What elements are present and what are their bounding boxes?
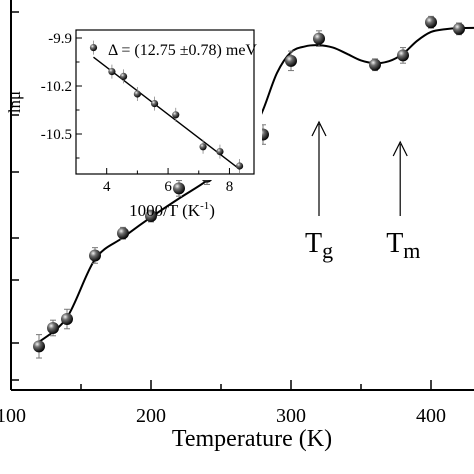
inset-marker xyxy=(199,143,207,151)
inset-marker xyxy=(119,72,128,80)
main-annotations: Tg Tm xyxy=(305,120,420,263)
inset-x-title: 1000/T (K-1) xyxy=(129,200,215,220)
inset-marker xyxy=(216,148,224,156)
annotation-label-sub: m xyxy=(403,238,420,263)
inset-marker xyxy=(108,68,116,76)
inset-fit-line xyxy=(93,56,241,170)
main-marker xyxy=(453,22,465,35)
annotation-label-base: T xyxy=(305,228,322,259)
inset-y-tick-label: -9.9 xyxy=(48,31,72,47)
main-data-point xyxy=(145,209,157,223)
annotation-label: Tm xyxy=(386,228,420,263)
main-data-point xyxy=(453,22,465,36)
inset-marker xyxy=(172,111,180,119)
main-ticks: 100 200 300 400 xyxy=(0,11,446,427)
main-data-point xyxy=(173,180,185,197)
inset-y-tick-label: -10.2 xyxy=(41,79,72,95)
inset-marker xyxy=(89,44,98,52)
main-marker xyxy=(61,313,73,326)
inset-ticks: 4 6 8 -9.9 -10.2 -10.5 xyxy=(41,29,255,195)
inset-frame xyxy=(75,29,255,175)
annotation-arrowhead xyxy=(392,140,408,157)
inset-marker xyxy=(235,162,244,170)
main-x-tick-label: 400 xyxy=(416,405,446,427)
main-axes xyxy=(10,0,474,391)
inset-data-point xyxy=(133,87,141,101)
inset-data-point xyxy=(199,139,207,154)
inset-marker xyxy=(150,100,159,108)
main-data-point xyxy=(61,308,73,330)
x-axis-title: Temperature (K) xyxy=(172,426,332,452)
inset-x-tick-label: 8 xyxy=(226,179,234,195)
inset-y-tick-label: -10.5 xyxy=(41,127,72,143)
main-data-point xyxy=(47,319,59,337)
inset-x-tick-label: 6 xyxy=(164,179,172,195)
main-marker xyxy=(33,340,45,353)
main-marker xyxy=(47,321,59,334)
annotation-label-base: T xyxy=(386,228,403,259)
inset-points xyxy=(89,40,244,173)
main-plot: 100 200 300 400 Tg Tm Temperature (K) xyxy=(0,0,474,452)
main-data-point xyxy=(33,334,45,359)
inset-data-point xyxy=(235,159,244,173)
inset-fit-line-path xyxy=(93,56,241,170)
inset-marker xyxy=(133,90,141,98)
inset-annotation: Δ = (12.75 ±0.78) meV xyxy=(108,42,257,59)
main-data-point xyxy=(397,47,409,64)
main-x-tick-label: 200 xyxy=(136,405,166,427)
main-marker xyxy=(369,58,381,71)
main-data-point xyxy=(425,15,437,29)
main-marker xyxy=(313,32,325,45)
inset-x-title-main: 1000/T (K xyxy=(129,201,201,220)
main-marker xyxy=(425,16,437,29)
main-data-point xyxy=(313,30,325,47)
main-marker xyxy=(285,54,297,67)
main-data-point xyxy=(117,226,129,240)
inset-background xyxy=(68,30,262,180)
annotation-label-sub: g xyxy=(322,238,333,263)
main-x-tick-label: 100 xyxy=(0,405,26,427)
main-marker xyxy=(89,249,101,262)
inset-x-title-sup: -1 xyxy=(200,200,209,212)
inset-data-point xyxy=(119,69,128,84)
annotation-arrowhead xyxy=(311,120,327,137)
annotation-label: Tg xyxy=(305,228,333,263)
inset-plot: 4 6 8-9.9-10.2-10.5 Δ = (12.75 ±0.78) meV … xyxy=(5,29,262,220)
main-data-point xyxy=(369,58,381,72)
main-marker xyxy=(145,210,157,223)
inset-data-point xyxy=(216,144,224,159)
main-data-point xyxy=(285,50,297,72)
inset-x-title-end: ) xyxy=(209,201,215,220)
main-x-tick-label: 300 xyxy=(276,405,306,427)
inset-data-point xyxy=(89,40,98,55)
inset-data-point xyxy=(150,96,159,111)
main-marker xyxy=(397,49,409,62)
inset-data-point xyxy=(108,64,116,79)
main-marker xyxy=(173,182,185,195)
inset-y-title: lnμ xyxy=(5,91,24,113)
inset-x-tick-label: 4 xyxy=(103,179,111,195)
main-data-point xyxy=(89,247,101,264)
inset-data-point xyxy=(172,107,180,122)
main-marker xyxy=(117,227,129,240)
